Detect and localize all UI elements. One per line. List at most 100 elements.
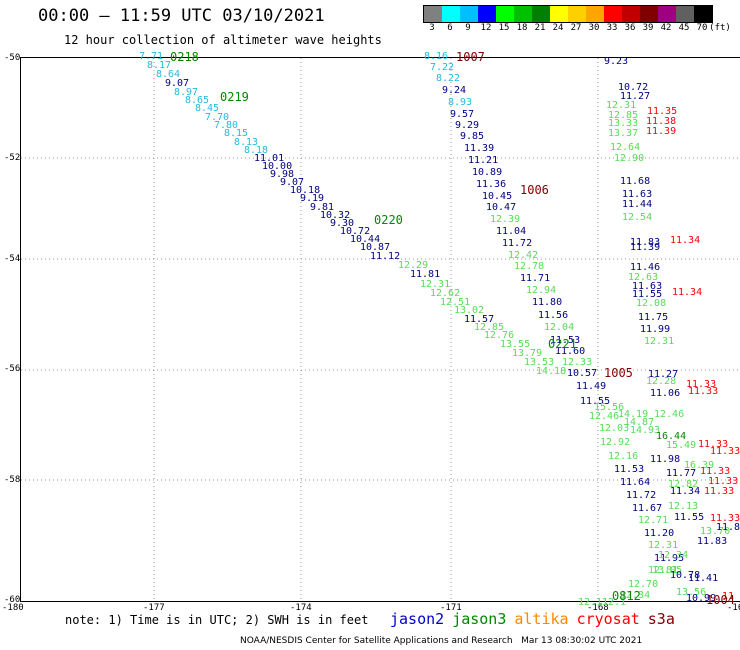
wave-height-value: 12.85 [474, 322, 505, 333]
wave-height-value: 11.75 [638, 312, 669, 323]
lat-label: -52 [4, 153, 21, 163]
wave-height-value: 8.17 [147, 60, 172, 71]
wave-height-value: 11.98 [650, 454, 681, 465]
legend-swatch [442, 6, 460, 22]
wave-height-value: 11.71 [520, 273, 551, 284]
wave-height-value: 14.93 [630, 425, 661, 436]
lon-label: -180 [2, 603, 24, 613]
wave-height-value: 13.33 [608, 118, 639, 129]
wave-height-value: 12.46 [589, 411, 620, 422]
wave-height-value: 11.33 [710, 513, 740, 524]
legend-swatch [622, 6, 640, 22]
pass-time-label: 0219 [220, 90, 249, 104]
wave-height-value: 12.92 [600, 437, 631, 448]
lat-label: -60 [4, 595, 21, 605]
wave-height-value: 12.28 [646, 376, 677, 387]
wave-height-value: 11.39 [646, 126, 677, 137]
wave-height-value: 13.02 [454, 305, 485, 316]
wave-height-value: 11.46 [630, 262, 661, 273]
wave-height-value: 10.72 [618, 82, 649, 93]
wave-height-value: 11.33 [686, 379, 717, 390]
wave-height-value: 12.31 [606, 100, 637, 111]
wave-height-value: 12.42 [508, 250, 539, 261]
wave-height-value: 11.44 [622, 199, 653, 210]
wave-height-value: 11.34 [670, 235, 701, 246]
wave-height-value: 11.53 [614, 464, 645, 475]
wave-height-value: 10.32 [320, 210, 351, 221]
legend-swatch [586, 6, 604, 22]
wave-height-value: 13.55 [500, 339, 531, 350]
wave-height-value: 12.62 [430, 288, 461, 299]
wave-height-value: 9.29 [455, 120, 480, 131]
satellite-name-jason2: jason2 [390, 610, 445, 628]
legend-label: 6 [447, 23, 453, 33]
wave-height-value: 11 [722, 591, 735, 602]
graticule [21, 58, 740, 601]
wave-height-value: 15.49 [666, 440, 697, 451]
wave-height-value: 9.98 [270, 169, 295, 180]
wave-height-value: 10.45 [482, 191, 513, 202]
wave-height-value: 12.76 [484, 330, 515, 341]
wave-height-value: 11.68 [620, 176, 651, 187]
wave-height-value: 11.39 [630, 242, 661, 253]
wave-height-value: 9.07 [280, 177, 305, 188]
wave-height-value: 12.31 [648, 540, 679, 551]
legend-swatch [532, 6, 550, 22]
legend-label: 21 [534, 23, 546, 33]
wave-height-value: 12.64 [610, 142, 641, 153]
wave-height-value: 11.35 [647, 106, 678, 117]
wave-height-value: 13.37 [608, 128, 639, 139]
wave-height-value: 7.22 [430, 62, 455, 73]
wave-height-value: 10.87 [360, 242, 391, 253]
lat-label: -58 [4, 475, 21, 485]
satellite-name-jason3: jason3 [452, 610, 507, 628]
pass-time-label: 0218 [170, 50, 199, 64]
wave-height-value: 11.01 [254, 153, 285, 164]
wave-height-value: 12.16 [608, 451, 639, 462]
plot-area [20, 57, 740, 602]
wave-height-value: 11.95 [654, 553, 685, 564]
legend-label: 42 [660, 23, 672, 33]
pass-time-label: 1004 [706, 593, 735, 607]
footer-org: NOAA/NESDIS Center for Satellite Applica… [240, 636, 513, 646]
wave-height-value: 12.34 [658, 550, 689, 561]
legend-swatch [604, 6, 622, 22]
wave-height-value: 13.56 [676, 587, 707, 598]
legend-label: 30 [588, 23, 600, 33]
pass-time-label: 0812 [612, 589, 641, 603]
wave-height-value: 11.27 [620, 91, 651, 102]
wave-height-value: 13.79 [512, 348, 543, 359]
wave-height-value: 9.30 [330, 218, 355, 229]
wave-height-value: 7.80 [214, 120, 239, 131]
pass-time-label: 1005 [604, 366, 633, 380]
legend-label: 36 [624, 23, 636, 33]
wave-height-value: 11.55 [632, 289, 663, 300]
wave-height-value: 9.07 [165, 78, 190, 89]
wave-height-value: 11.67 [632, 503, 663, 514]
wave-height-value: 12.11 [578, 597, 609, 608]
legend-swatch [496, 6, 514, 22]
wave-height-value: 9.19 [300, 193, 325, 204]
legend-swatch [550, 6, 568, 22]
wave-height-value: 12.1 [602, 597, 627, 608]
wave-height-value: 11.63 [622, 189, 653, 200]
wave-height-value: 11.12 [370, 251, 401, 262]
wave-height-value: 12.71 [638, 515, 669, 526]
wave-height-value: 10.78 [670, 570, 701, 581]
wave-height-value: 11.33 [708, 476, 739, 487]
wave-height-value: 9.24 [442, 85, 467, 96]
wave-height-value: 10.72 [340, 226, 371, 237]
wave-height-value: 12.63 [628, 272, 659, 283]
wave-height-value: 14.18 [536, 366, 567, 377]
legend-swatch [568, 6, 586, 22]
wave-height-value: 11.83 [716, 522, 740, 533]
wave-height-value: 10.44 [350, 234, 381, 245]
wave-height-value: 16.39 [684, 460, 715, 471]
wave-height-value: 12.82 [668, 479, 699, 490]
wave-height-value: 11.72 [626, 490, 657, 501]
lon-label: -168 [587, 603, 609, 613]
wave-height-value: 12.33 [562, 357, 593, 368]
lat-label: -56 [4, 364, 21, 374]
wave-height-value: 10.18 [290, 185, 321, 196]
wave-height-value: 11.99 [640, 324, 671, 335]
